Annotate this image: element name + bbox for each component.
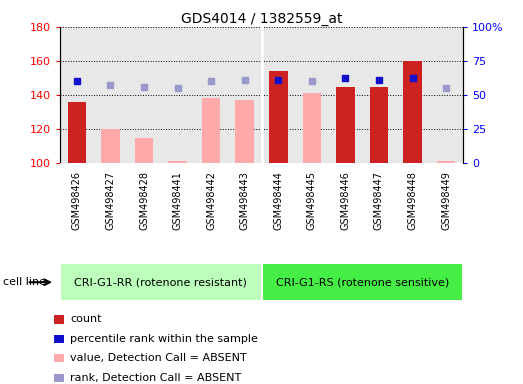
- Text: GSM498427: GSM498427: [106, 171, 116, 230]
- Bar: [202, 98, 220, 163]
- Text: cell line: cell line: [3, 277, 46, 287]
- Point: [174, 85, 182, 91]
- Text: value, Detection Call = ABSENT: value, Detection Call = ABSENT: [70, 353, 247, 363]
- Point: [73, 78, 81, 84]
- Bar: [269, 71, 288, 163]
- Point: [408, 75, 417, 81]
- Text: CRI-G1-RR (rotenone resistant): CRI-G1-RR (rotenone resistant): [74, 277, 247, 287]
- Text: rank, Detection Call = ABSENT: rank, Detection Call = ABSENT: [70, 372, 242, 382]
- Point: [375, 77, 383, 83]
- Point: [140, 83, 148, 89]
- Text: GSM498447: GSM498447: [374, 171, 384, 230]
- Bar: [437, 162, 456, 163]
- Bar: [54, 374, 64, 382]
- Point: [341, 75, 349, 81]
- Bar: [235, 100, 254, 163]
- Text: GSM498443: GSM498443: [240, 171, 249, 230]
- Text: CRI-G1-RS (rotenone sensitive): CRI-G1-RS (rotenone sensitive): [276, 277, 449, 287]
- Text: count: count: [70, 314, 102, 324]
- Bar: [336, 86, 355, 163]
- Bar: [303, 93, 321, 163]
- Text: percentile rank within the sample: percentile rank within the sample: [70, 334, 258, 344]
- Bar: [101, 129, 120, 163]
- Point: [207, 78, 215, 84]
- Bar: [370, 86, 388, 163]
- Bar: [54, 354, 64, 362]
- Text: GSM498444: GSM498444: [274, 171, 283, 230]
- Point: [106, 82, 115, 88]
- Text: GSM498426: GSM498426: [72, 171, 82, 230]
- Point: [241, 77, 249, 83]
- Bar: [67, 102, 86, 163]
- Point: [274, 77, 282, 83]
- Text: GSM498445: GSM498445: [307, 171, 317, 230]
- Bar: [168, 162, 187, 163]
- Bar: [54, 335, 64, 343]
- Bar: [262, 263, 463, 301]
- Title: GDS4014 / 1382559_at: GDS4014 / 1382559_at: [181, 12, 342, 26]
- Bar: [135, 137, 153, 163]
- Text: GSM498441: GSM498441: [173, 171, 183, 230]
- Text: GSM498448: GSM498448: [407, 171, 417, 230]
- Point: [442, 85, 450, 91]
- Bar: [54, 316, 64, 323]
- Text: GSM498428: GSM498428: [139, 171, 149, 230]
- Text: GSM498449: GSM498449: [441, 171, 451, 230]
- Bar: [60, 263, 262, 301]
- Text: GSM498446: GSM498446: [340, 171, 350, 230]
- Point: [308, 78, 316, 84]
- Text: GSM498442: GSM498442: [206, 171, 216, 230]
- Bar: [403, 61, 422, 163]
